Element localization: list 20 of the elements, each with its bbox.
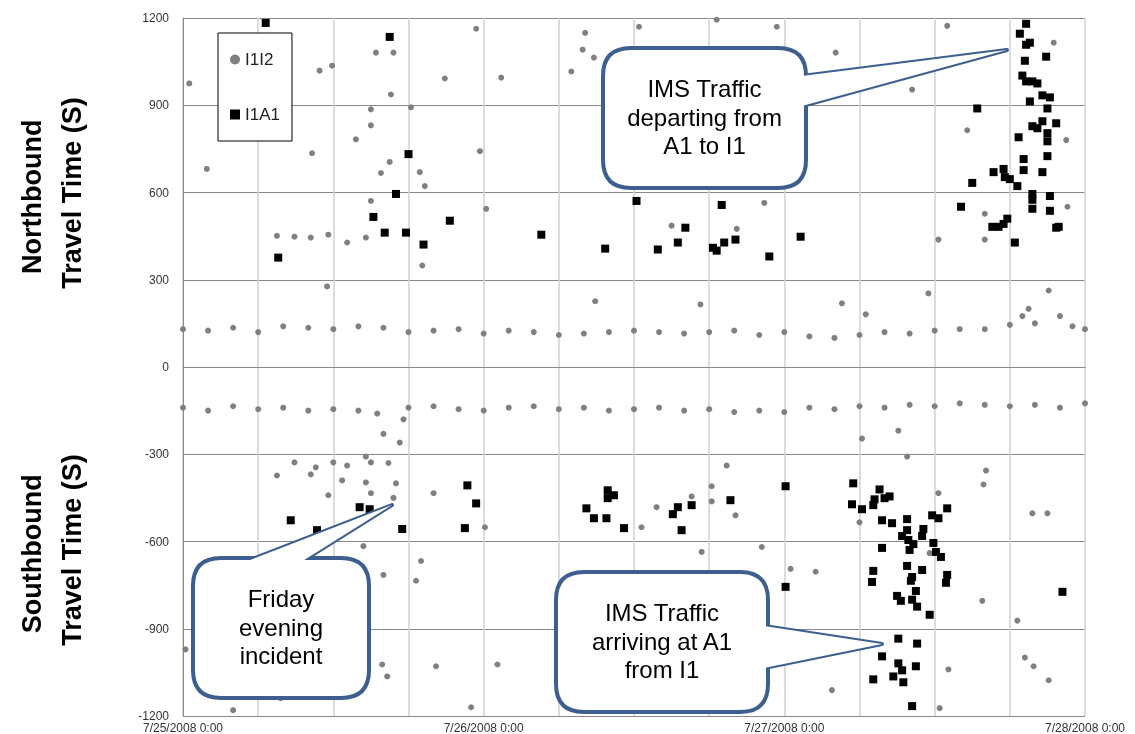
annotation: IMS Traffic departing from A1 to I1 (626, 73, 783, 162)
y-tick-label: -300 (144, 447, 170, 462)
y-axis-title: Northbound Travel Time (S) (17, 97, 87, 289)
annotation: Friday evening incident (237, 583, 325, 672)
y-tick-label: 0 (162, 360, 170, 374)
legend-label: I1I2 (245, 50, 274, 69)
y-tick-label: -600 (144, 534, 170, 549)
x-tick-label: 7/28/2008 0:00 (1044, 721, 1126, 734)
y-tick-label: -1200 (138, 709, 170, 723)
y-tick-label: 300 (148, 272, 170, 287)
y-tick-label: 900 (148, 98, 170, 113)
x-tick-label: 7/25/2008 0:00 (142, 721, 224, 734)
annotation: IMS Traffic arriving at A1 from I1 (590, 597, 734, 686)
y-tick-label: 1200 (142, 11, 170, 25)
x-tick-label: 7/27/2008 0:00 (744, 721, 825, 734)
text: Southbound Travel Time (S) (17, 454, 87, 646)
y-tick-label: -900 (144, 621, 170, 636)
legend-label: I1A1 (245, 105, 280, 124)
y-tick-label: 600 (148, 185, 170, 200)
x-tick-label: 7/26/2008 0:00 (443, 721, 525, 734)
